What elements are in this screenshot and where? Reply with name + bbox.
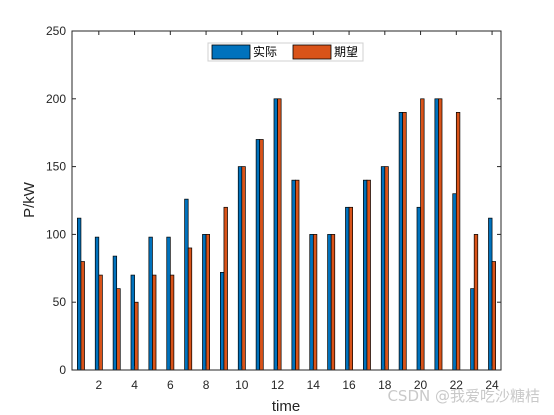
bar-actual-19 <box>398 112 404 371</box>
watermark: CSDN @我爱吃沙糖桔 <box>387 387 540 405</box>
x-tick-label: 6 <box>167 378 174 392</box>
bar-actual-8 <box>202 234 207 371</box>
x-tick-label: 22 <box>450 378 464 392</box>
bar-expected-17 <box>366 179 371 371</box>
bar-actual-21 <box>434 98 439 371</box>
bar-expected-23 <box>473 234 479 371</box>
bar-actual-18 <box>380 166 386 371</box>
bar-actual-2 <box>94 236 100 371</box>
legend-label-actual: 实际 <box>253 44 277 59</box>
x-tick-label: 14 <box>307 378 321 392</box>
y-tick-label: 100 <box>46 227 66 241</box>
bar-actual-22 <box>452 193 457 371</box>
bar-actual-3 <box>112 255 118 371</box>
bar-expected-4 <box>134 301 139 371</box>
y-tick-label: 50 <box>53 295 67 309</box>
bar-expected-5 <box>152 274 157 371</box>
x-tick-label: 24 <box>485 378 499 392</box>
bar-actual-17 <box>363 179 368 371</box>
bar-actual-11 <box>255 139 261 371</box>
bar-expected-19 <box>402 112 407 371</box>
bar-actual-14 <box>309 234 314 371</box>
bar-expected-13 <box>295 179 300 371</box>
bar-actual-6 <box>166 236 171 371</box>
x-axis-label: time <box>272 398 300 415</box>
bar-expected-16 <box>348 206 353 371</box>
bar-actual-9 <box>220 272 225 371</box>
x-tick-label: 16 <box>342 378 356 392</box>
legend-swatch-actual <box>211 44 251 60</box>
bar-expected-9 <box>223 206 228 371</box>
bar-actual-7 <box>184 198 189 371</box>
bar-actual-20 <box>416 206 421 371</box>
y-tick-label: 0 <box>59 363 66 377</box>
legend-swatch-expected <box>292 44 332 60</box>
bar-expected-24 <box>491 261 496 371</box>
y-tick-label: 150 <box>46 160 66 174</box>
bar-actual-23 <box>470 288 475 371</box>
y-tick-label: 250 <box>46 24 66 38</box>
bar-expected-1 <box>80 261 85 371</box>
bar-actual-15 <box>327 234 332 371</box>
bar-expected-15 <box>330 234 336 371</box>
bar-expected-22 <box>455 112 461 371</box>
bar-expected-18 <box>384 166 389 371</box>
y-axis-label: P/kW <box>21 181 38 218</box>
legend: 实际 期望 <box>207 42 364 62</box>
bar-expected-8 <box>205 234 210 371</box>
x-tick-label: 10 <box>235 378 249 392</box>
bar-expected-2 <box>98 274 103 371</box>
bar-expected-12 <box>277 98 282 371</box>
bar-actual-10 <box>237 166 243 371</box>
x-tick-label: 4 <box>131 378 138 392</box>
bar-expected-20 <box>420 98 425 371</box>
bar-actual-4 <box>130 274 135 371</box>
bar-expected-6 <box>169 274 175 371</box>
bar-actual-5 <box>148 236 153 371</box>
bar-actual-16 <box>345 206 350 371</box>
bar-expected-3 <box>116 288 121 371</box>
bar-actual-1 <box>77 217 82 371</box>
y-tick-label: 200 <box>46 92 66 106</box>
x-tick-label: 20 <box>414 378 428 392</box>
bar-actual-13 <box>291 179 296 371</box>
plot-background <box>72 31 501 370</box>
bar-expected-7 <box>187 247 193 371</box>
bar-expected-21 <box>438 98 443 371</box>
x-tick-label: 18 <box>378 378 392 392</box>
x-tick-label: 2 <box>95 378 102 392</box>
x-tick-label: 8 <box>203 378 210 392</box>
bar-actual-12 <box>273 98 278 371</box>
legend-label-expected: 期望 <box>334 45 358 59</box>
axes-box <box>71 30 502 371</box>
bar-expected-11 <box>259 139 264 371</box>
bar-expected-10 <box>241 166 246 371</box>
x-tick-label: 12 <box>271 378 285 392</box>
bar-expected-14 <box>312 234 318 371</box>
bar-actual-24 <box>488 217 493 371</box>
